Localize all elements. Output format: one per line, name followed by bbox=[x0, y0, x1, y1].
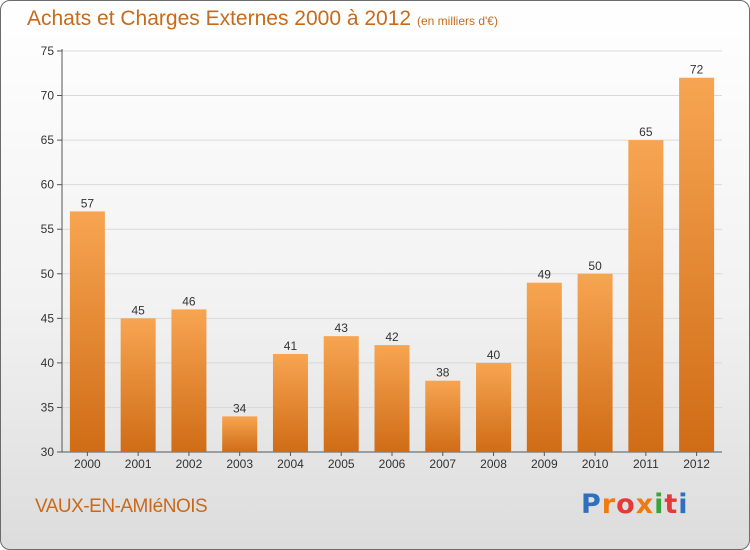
bar-2002 bbox=[171, 309, 207, 452]
x-tick-label: 2012 bbox=[683, 457, 710, 471]
proxiti-logo: Proxiti bbox=[581, 489, 689, 520]
bar-2000 bbox=[69, 211, 105, 452]
logo-letter: r bbox=[601, 489, 617, 520]
logo-letter: x bbox=[635, 489, 655, 520]
bar-2004 bbox=[272, 353, 308, 452]
x-tick-label: 2001 bbox=[125, 457, 152, 471]
x-tick-label: 2011 bbox=[633, 457, 659, 471]
value-label: 57 bbox=[81, 196, 95, 210]
x-tick-label: 2003 bbox=[226, 457, 253, 471]
value-label: 49 bbox=[538, 268, 552, 282]
bar-2011 bbox=[628, 140, 664, 452]
x-tick-label: 2007 bbox=[429, 457, 456, 471]
value-label: 45 bbox=[131, 303, 145, 317]
value-label: 50 bbox=[588, 259, 602, 273]
chart-subtitle: (en milliers d'€) bbox=[417, 14, 498, 28]
y-tick-label: 50 bbox=[41, 267, 55, 281]
bar-2009 bbox=[526, 282, 562, 452]
value-label: 42 bbox=[385, 330, 399, 344]
y-tick-label: 55 bbox=[41, 222, 55, 236]
y-tick-label: 40 bbox=[41, 356, 55, 370]
logo-letter: i bbox=[654, 489, 665, 520]
y-tick-label: 75 bbox=[41, 44, 55, 58]
logo-letter: o bbox=[616, 489, 636, 520]
commune-name: VAUX-EN-AMIéNOIS bbox=[35, 496, 208, 517]
bar-2012 bbox=[679, 77, 715, 452]
chart-title: Achats et Charges Externes 2000 à 2012 bbox=[27, 7, 412, 30]
x-tick-label: 2000 bbox=[74, 457, 101, 471]
y-tick-label: 60 bbox=[41, 178, 55, 192]
y-tick-label: 45 bbox=[41, 311, 55, 325]
value-label: 43 bbox=[335, 321, 349, 335]
bar-2007 bbox=[425, 380, 461, 452]
value-label: 72 bbox=[690, 63, 704, 77]
y-tick-label: 70 bbox=[41, 89, 55, 103]
bar-2006 bbox=[374, 345, 410, 452]
value-label: 38 bbox=[436, 366, 450, 380]
logo-letter: P bbox=[581, 489, 602, 520]
value-label: 41 bbox=[284, 339, 298, 353]
x-tick-label: 2008 bbox=[480, 457, 507, 471]
y-tick-label: 35 bbox=[41, 400, 55, 414]
logo-letter: i bbox=[678, 489, 689, 520]
x-tick-label: 2009 bbox=[531, 457, 558, 471]
value-label: 34 bbox=[233, 401, 247, 415]
bar-2010 bbox=[577, 273, 613, 452]
x-tick-label: 2004 bbox=[277, 457, 304, 471]
x-tick-label: 2010 bbox=[582, 457, 609, 471]
value-label: 46 bbox=[182, 294, 196, 308]
bar-2003 bbox=[222, 416, 258, 452]
x-tick-label: 2002 bbox=[176, 457, 203, 471]
x-tick-label: 2005 bbox=[328, 457, 355, 471]
bar-2001 bbox=[120, 318, 156, 452]
logo-letter: t bbox=[664, 489, 679, 520]
y-tick-label: 65 bbox=[41, 133, 55, 147]
bar-2008 bbox=[476, 362, 512, 452]
value-label: 40 bbox=[487, 348, 501, 362]
value-label: 65 bbox=[639, 125, 653, 139]
bar-2005 bbox=[323, 336, 359, 452]
y-tick-label: 30 bbox=[41, 445, 55, 459]
x-tick-label: 2006 bbox=[379, 457, 406, 471]
